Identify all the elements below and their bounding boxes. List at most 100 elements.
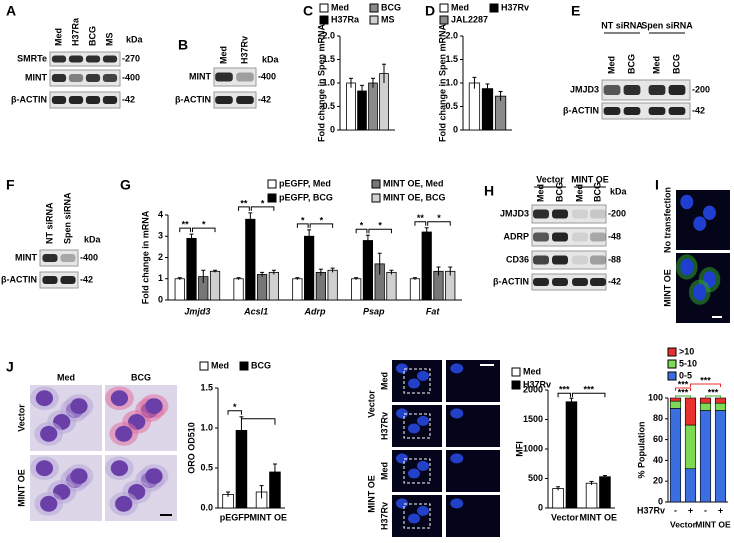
blot-band [533,232,549,242]
blot-band [68,74,84,82]
blot-strip [601,79,691,101]
blot-band [102,74,118,82]
blot-band [85,74,101,82]
nucleus [145,398,163,415]
lane-label: Med [574,184,584,202]
blot-size-label: -270 [122,53,140,63]
y-tick-label: 4 [158,209,163,219]
row-label: Vector [16,404,26,432]
bar-segment [684,424,697,470]
x-tick-label: pEGFP [220,512,250,522]
bar-segment [699,402,712,411]
significance-bracket [238,206,250,211]
significance-label: * [261,198,265,208]
blot-band [552,255,568,265]
blot-band [42,276,58,284]
blot-band [590,278,606,286]
bar [245,218,256,301]
nucleus [110,390,129,407]
blot-band [623,107,641,115]
nucleus [680,258,694,276]
y-axis-label: MFI [514,441,524,457]
blot-row-label: SMRTe [17,53,47,63]
panel-letter: C [303,3,313,19]
panel-letter: E [571,3,580,19]
group-label: Vector [670,519,697,529]
y-tick-label: 100 [648,392,663,402]
lane-label: BCG [626,54,636,74]
blot-band [623,85,641,95]
x-tick-label: Acsl1 [243,306,268,316]
nucleus [408,423,420,434]
legend-swatch [489,3,499,13]
bar-segment [714,402,727,411]
nucleus [680,194,694,210]
bar [494,95,507,131]
legend-swatch [511,380,521,390]
row-label: MINT OE [16,469,26,507]
nucleus [417,415,429,426]
blot-strip [531,273,607,291]
nucleus [450,498,464,509]
nucleus [703,205,716,220]
significance-bracket [227,410,242,415]
significance-bracket [355,228,368,234]
bar [327,269,338,301]
legend-swatch [439,3,449,13]
legend-label: H37Rv [523,379,551,389]
x-tick-label: MINT OE [250,512,288,522]
y-tick-label: 3 [158,231,163,241]
bar [421,231,432,301]
significance-label: * [378,221,382,231]
bar [292,278,303,301]
nucleus [693,216,707,231]
legend-swatch [371,179,381,189]
bar [386,271,397,301]
blot-band [668,85,686,95]
bar-segment [714,397,727,404]
row-label: H37Rv [637,505,665,515]
legend-label: H37Rv [501,2,529,12]
unit-label: kDa [84,234,102,244]
legend-swatch [371,193,381,203]
nucleus [35,460,54,477]
significance-label: * [301,215,305,225]
blot-band [552,209,568,219]
lane-label: BCG [87,26,97,46]
significance-bracket [250,206,275,211]
x-tick-label: + [718,505,723,515]
blot-band [533,255,549,265]
blot-band [51,96,67,104]
panel-letter: B [178,37,188,53]
bar [599,476,611,509]
nucleus [396,408,408,419]
legend-label: Med [523,366,541,376]
blot-row-label: β-ACTIN [493,276,529,286]
significance-label: ** [240,198,248,208]
blot-size-label: -400 [80,252,98,262]
legend-label: BCG [251,360,271,370]
unit-label: kDa [126,34,144,44]
bar-segment [684,468,697,503]
legend-swatch [369,3,379,13]
blot-band [603,85,621,95]
significance-bracket [296,223,309,228]
y-tick-label: 1.0 [322,77,335,87]
nucleus [408,468,420,479]
blot-size-label: -200 [692,84,710,94]
row-label: No transfection [662,187,672,253]
blot-row-label: β-ACTIN [563,105,599,115]
blot-band [236,72,254,82]
nucleus [115,495,133,512]
blot-size-label: -200 [608,208,626,218]
y-tick-label: 80 [653,413,663,423]
bar [268,271,279,301]
blot-row-label: JMJD3 [500,208,529,218]
nucleus [417,460,429,471]
roi [403,368,431,394]
bar-segment [684,397,697,426]
y-tick-label: 1000 [523,443,543,453]
panel-letter: F [6,177,15,193]
group-label: NT siRNA [601,20,643,30]
bar [209,270,221,301]
